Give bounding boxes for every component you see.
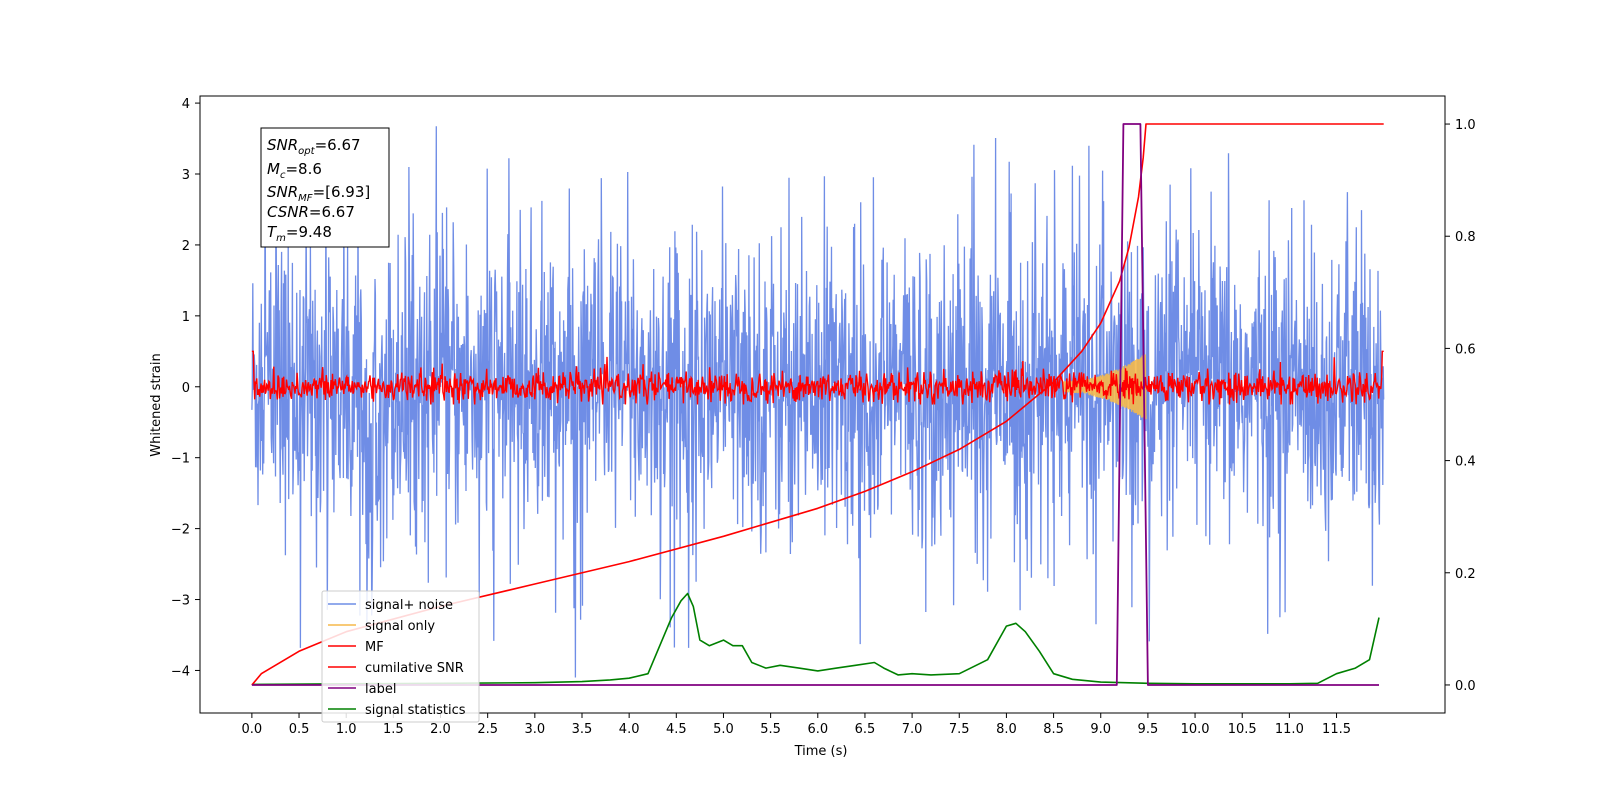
y-axis-label: Whitened strain [149, 353, 164, 456]
legend-entry-signal-only: signal only [328, 619, 435, 634]
x-tick-label: 0.5 [289, 722, 310, 737]
info-tm: Tm=9.48 [267, 223, 332, 244]
y-tick-label: 0 [182, 381, 190, 396]
x-tick-label: 10.0 [1181, 722, 1210, 737]
y2-tick-label: 0.8 [1455, 230, 1476, 245]
x-tick-label: 8.0 [996, 722, 1017, 737]
legend-entry-label: label [328, 682, 396, 697]
x-tick-label: 1.0 [336, 722, 357, 737]
x-tick-label: 0.0 [242, 722, 263, 737]
x-tick-label: 11.5 [1322, 722, 1351, 737]
y2-tick-label: 0.0 [1455, 679, 1476, 694]
x-tick-label: 7.5 [949, 722, 970, 737]
info-snr-opt: SNRopt=6.67 [267, 136, 361, 157]
x-tick-label: 2.5 [477, 722, 498, 737]
y-tick-label: 4 [182, 97, 190, 112]
series-label [251, 123, 1379, 686]
svg-text:cumilative SNR: cumilative SNR [365, 661, 464, 676]
x-axis-label: Time (s) [794, 744, 848, 759]
info-mc: Mc=8.6 [267, 160, 322, 181]
info-snr-mf: SNRMF=[6.93] [267, 183, 370, 204]
y-tick-label: 1 [182, 310, 190, 325]
y2-tick-label: 0.4 [1455, 455, 1476, 470]
x-tick-label: 4.0 [619, 722, 640, 737]
svg-text:signal statistics: signal statistics [365, 703, 466, 718]
y-tick-label: −1 [171, 452, 190, 467]
legend-entry-mf: MF [328, 640, 384, 655]
x-tick-label: 10.5 [1228, 722, 1257, 737]
x-tick-label: 6.5 [855, 722, 876, 737]
plot-frame [199, 95, 1446, 714]
x-axis: 0.0 0.5 1.0 1.5 2.0 2.5 3.0 3.5 4.0 4.5 5.0 5.5 6.0 6… [242, 713, 1351, 737]
series-mf [251, 350, 1384, 405]
legend-entry-signal-statistics: signal statistics [328, 703, 466, 718]
legend-entry-cumulative-snr: cumilative SNR [328, 661, 464, 676]
y-tick-label: 2 [182, 239, 190, 254]
svg-text:signal+ noise: signal+ noise [365, 598, 453, 613]
x-tick-label: 4.5 [666, 722, 687, 737]
y2-tick-label: 0.6 [1455, 342, 1476, 357]
x-tick-label: 1.5 [383, 722, 404, 737]
svg-text:label: label [365, 682, 396, 697]
info-box: SNRopt=6.67 Mc=8.6 SNRMF=[6.93] CSNR=6.6… [260, 127, 390, 248]
series-signal-statistics [251, 592, 1380, 686]
x-tick-label: 2.0 [430, 722, 451, 737]
series-signal-noise [251, 126, 1385, 678]
y-tick-label: −2 [171, 523, 190, 538]
y2-tick-label: 0.2 [1455, 567, 1476, 582]
x-tick-label: 9.5 [1138, 722, 1159, 737]
legend: signal+ noise signal only MF cumilative … [321, 590, 480, 723]
y-tick-label: −4 [171, 664, 190, 679]
x-tick-label: 6.0 [807, 722, 828, 737]
x-tick-label: 8.5 [1043, 722, 1064, 737]
x-tick-label: 3.0 [524, 722, 545, 737]
x-tick-label: 11.0 [1275, 722, 1304, 737]
info-csnr: CSNR=6.67 [267, 203, 355, 221]
svg-text:MF: MF [365, 640, 384, 655]
legend-entry-signal-noise: signal+ noise [328, 598, 453, 613]
y-tick-label: 3 [182, 168, 190, 183]
series-layer [251, 123, 1385, 686]
x-tick-label: 5.0 [713, 722, 734, 737]
y2-tick-label: 1.0 [1455, 118, 1476, 133]
x-tick-label: 5.5 [760, 722, 781, 737]
x-tick-label: 3.5 [572, 722, 593, 737]
svg-text:signal only: signal only [365, 619, 435, 634]
y-tick-label: −3 [171, 594, 190, 609]
y-axis-left: 4 3 2 1 0 −1 −2 −3 −4 [171, 97, 200, 679]
y-axis-right: 1.0 0.8 0.6 0.4 0.2 0.0 [1445, 118, 1476, 694]
x-tick-label: 7.0 [902, 722, 923, 737]
x-tick-label: 9.0 [1090, 722, 1111, 737]
